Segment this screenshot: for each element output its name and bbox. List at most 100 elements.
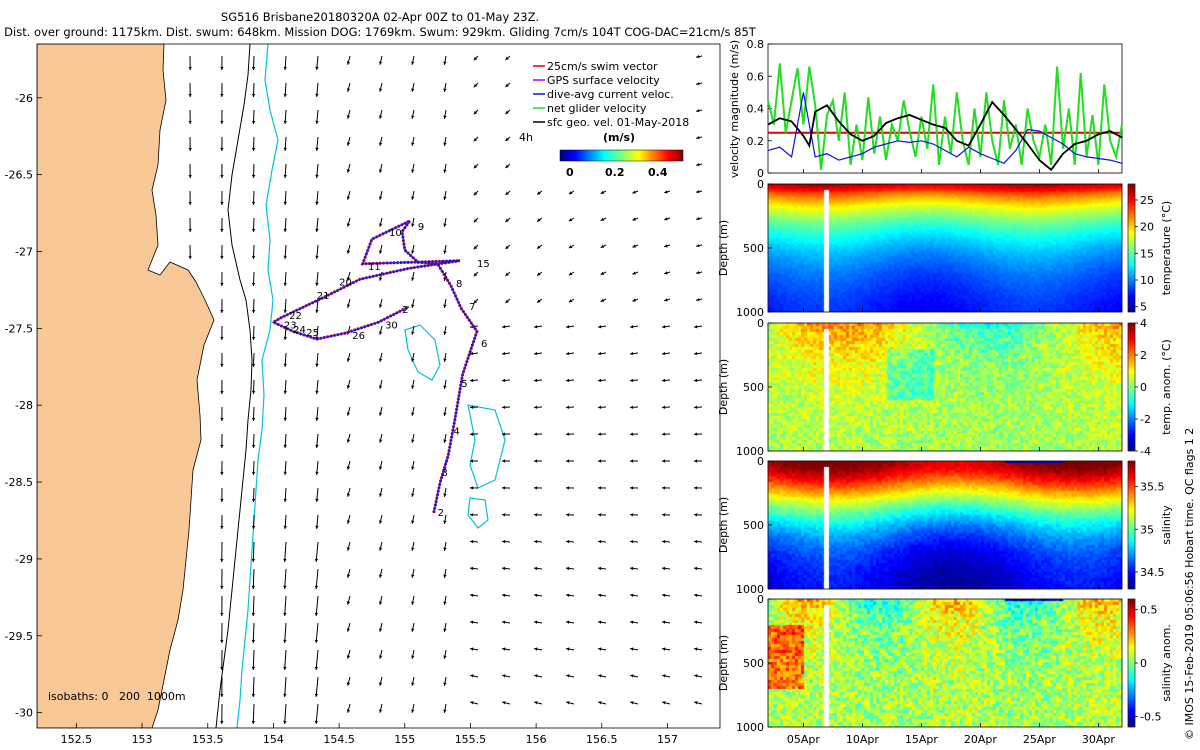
depth-tick-label: 0 <box>757 455 764 468</box>
section-frame <box>767 598 1123 728</box>
map-ytick-label: -27.5 <box>5 322 33 335</box>
day-label: 7 <box>469 302 475 313</box>
velocity-ytick-label: 0 <box>757 167 764 180</box>
colorbar-label: temperature (°C) <box>1160 201 1173 295</box>
colorbar-label: temp. anom. (°C) <box>1160 339 1173 435</box>
day-label: 2 <box>438 508 444 519</box>
colorbar-tick-label: 2 <box>1140 349 1147 362</box>
legend-label-swim: 25cm/s swim vector <box>547 60 658 73</box>
colorbar-label: salinity <box>1160 505 1173 545</box>
depth-tick-label: 0 <box>757 593 764 606</box>
map-ytick-label: -29 <box>15 553 33 566</box>
map-ytick-label: -26.5 <box>5 169 33 182</box>
velocity-plot-area <box>767 43 1123 174</box>
section-colorbar <box>1127 183 1136 313</box>
legend-label-dive: dive-avg current veloc. <box>547 88 674 101</box>
colorbar-tick-label: 0.5 <box>1140 604 1158 617</box>
section-xtick-label: 20Apr <box>964 733 998 746</box>
colorbar-tick-label: 20 <box>1140 221 1154 234</box>
colorbar-tick-label: -2 <box>1140 413 1151 426</box>
credit-line: © IMOS 15-Feb-2019 05:06:56 Hobart time.… <box>1183 427 1196 740</box>
velocity-ytick-label: 0.6 <box>747 70 765 83</box>
section-frame <box>767 460 1123 590</box>
day-label: 15 <box>477 259 490 270</box>
day-label: 25 <box>306 328 319 339</box>
legend-label-gps: GPS surface velocity <box>547 74 660 87</box>
colorbar-tick-0: 0 <box>566 166 574 179</box>
colorbar-tick-label: -0.5 <box>1140 710 1161 723</box>
day-label: 10 <box>389 228 402 239</box>
depth-tick-label: 1000 <box>736 721 764 734</box>
map-ytick-label: -28 <box>15 399 33 412</box>
day-label: 2 <box>402 305 408 316</box>
map-xtick-label: 153 <box>132 733 153 746</box>
map-ytick-label: -30 <box>15 707 33 720</box>
legend-item-gps: GPS surface velocity <box>533 74 660 87</box>
day-label: 9 <box>418 222 424 233</box>
section-xtick-label: 30Apr <box>1082 733 1116 746</box>
velocity-ytick-label: 0.4 <box>747 103 765 116</box>
depth-tick-label: 0 <box>757 317 764 330</box>
map-xtick-label: 156.5 <box>586 733 618 746</box>
colorbar-tick-label: 10 <box>1140 274 1154 287</box>
speed-colorbar <box>559 149 684 162</box>
section-xtick-label: 05Apr <box>787 733 821 746</box>
colorbar-tick-label: 25 <box>1140 194 1154 207</box>
map-ytick-label: -27 <box>15 246 33 259</box>
depth-tick-label: 500 <box>743 242 764 255</box>
colorbar-tick-label: 34.5 <box>1140 566 1165 579</box>
legend-item-net: net glider velocity <box>533 102 647 115</box>
map-y-axis: -26 -26.5 -27 -27.5 -28 -28.5 -29 -29.5 -30 <box>5 92 42 720</box>
map-xtick-label: 155.5 <box>455 733 487 746</box>
colorbar-tick-label: 4 <box>1140 317 1147 330</box>
depth-tick-label: 1000 <box>736 445 764 458</box>
colorbar-tick-2: 0.4 <box>648 166 668 179</box>
map-xtick-label: 154 <box>263 733 284 746</box>
velocity-ytick-label: 0.2 <box>747 135 765 148</box>
legend-item-swim: 25cm/s swim vector <box>533 60 658 73</box>
day-label: 5 <box>461 379 467 390</box>
depth-tick-label: 1000 <box>736 583 764 596</box>
map-xtick-label: 157 <box>657 733 678 746</box>
map-xtick-label: 153.5 <box>192 733 224 746</box>
section-xtick-label: 10Apr <box>846 733 880 746</box>
colorbar-tick-label: 0 <box>1140 381 1147 394</box>
map-ytick-label: -28.5 <box>5 476 33 489</box>
section-xtick-label: 15Apr <box>905 733 939 746</box>
day-label: 8 <box>456 279 462 290</box>
legend-item-dive: dive-avg current veloc. <box>533 88 674 101</box>
colorbar-tick-label: 35 <box>1140 523 1154 536</box>
legend-item-sfc: sfc geo. vel. 01-May-2018 <box>533 116 689 129</box>
day-label: 20 <box>339 277 352 288</box>
day-label: 4 <box>453 426 459 437</box>
annotation-4h: 4h <box>519 131 533 144</box>
map-xtick-label: 155 <box>394 733 415 746</box>
depth-tick-label: 500 <box>743 381 764 394</box>
legend-label-sfc: sfc geo. vel. 01-May-2018 <box>547 116 689 129</box>
section-frame <box>767 322 1123 452</box>
section-x-axis: 05Apr 10Apr 15Apr 20Apr 25Apr 30Apr <box>787 169 1116 746</box>
day-label: 3 <box>442 468 448 479</box>
colorbar-tick-label: -4 <box>1140 445 1151 458</box>
day-label: 24 <box>293 325 306 336</box>
map-xtick-label: 152.5 <box>61 733 93 746</box>
day-label: 21 <box>317 291 330 302</box>
day-label: 11 <box>368 262 381 273</box>
colorbar-tick-label: 35.5 <box>1140 481 1165 494</box>
isobaths-label: isobaths: 0 200 1000m <box>48 690 186 703</box>
velocity-y-axis: 00.20.40.60.8 <box>747 38 772 180</box>
depth-tick-label: 0 <box>757 178 764 191</box>
depth-tick-label: 500 <box>743 519 764 532</box>
map-ytick-label: -26 <box>15 92 33 105</box>
series-blue <box>767 92 1123 165</box>
colorbar-label: salinity anom. <box>1160 624 1173 702</box>
section-colorbar <box>1127 460 1136 590</box>
depth-tick-label: 1000 <box>736 306 764 319</box>
colorbar-tick-label: 5 <box>1140 301 1147 314</box>
